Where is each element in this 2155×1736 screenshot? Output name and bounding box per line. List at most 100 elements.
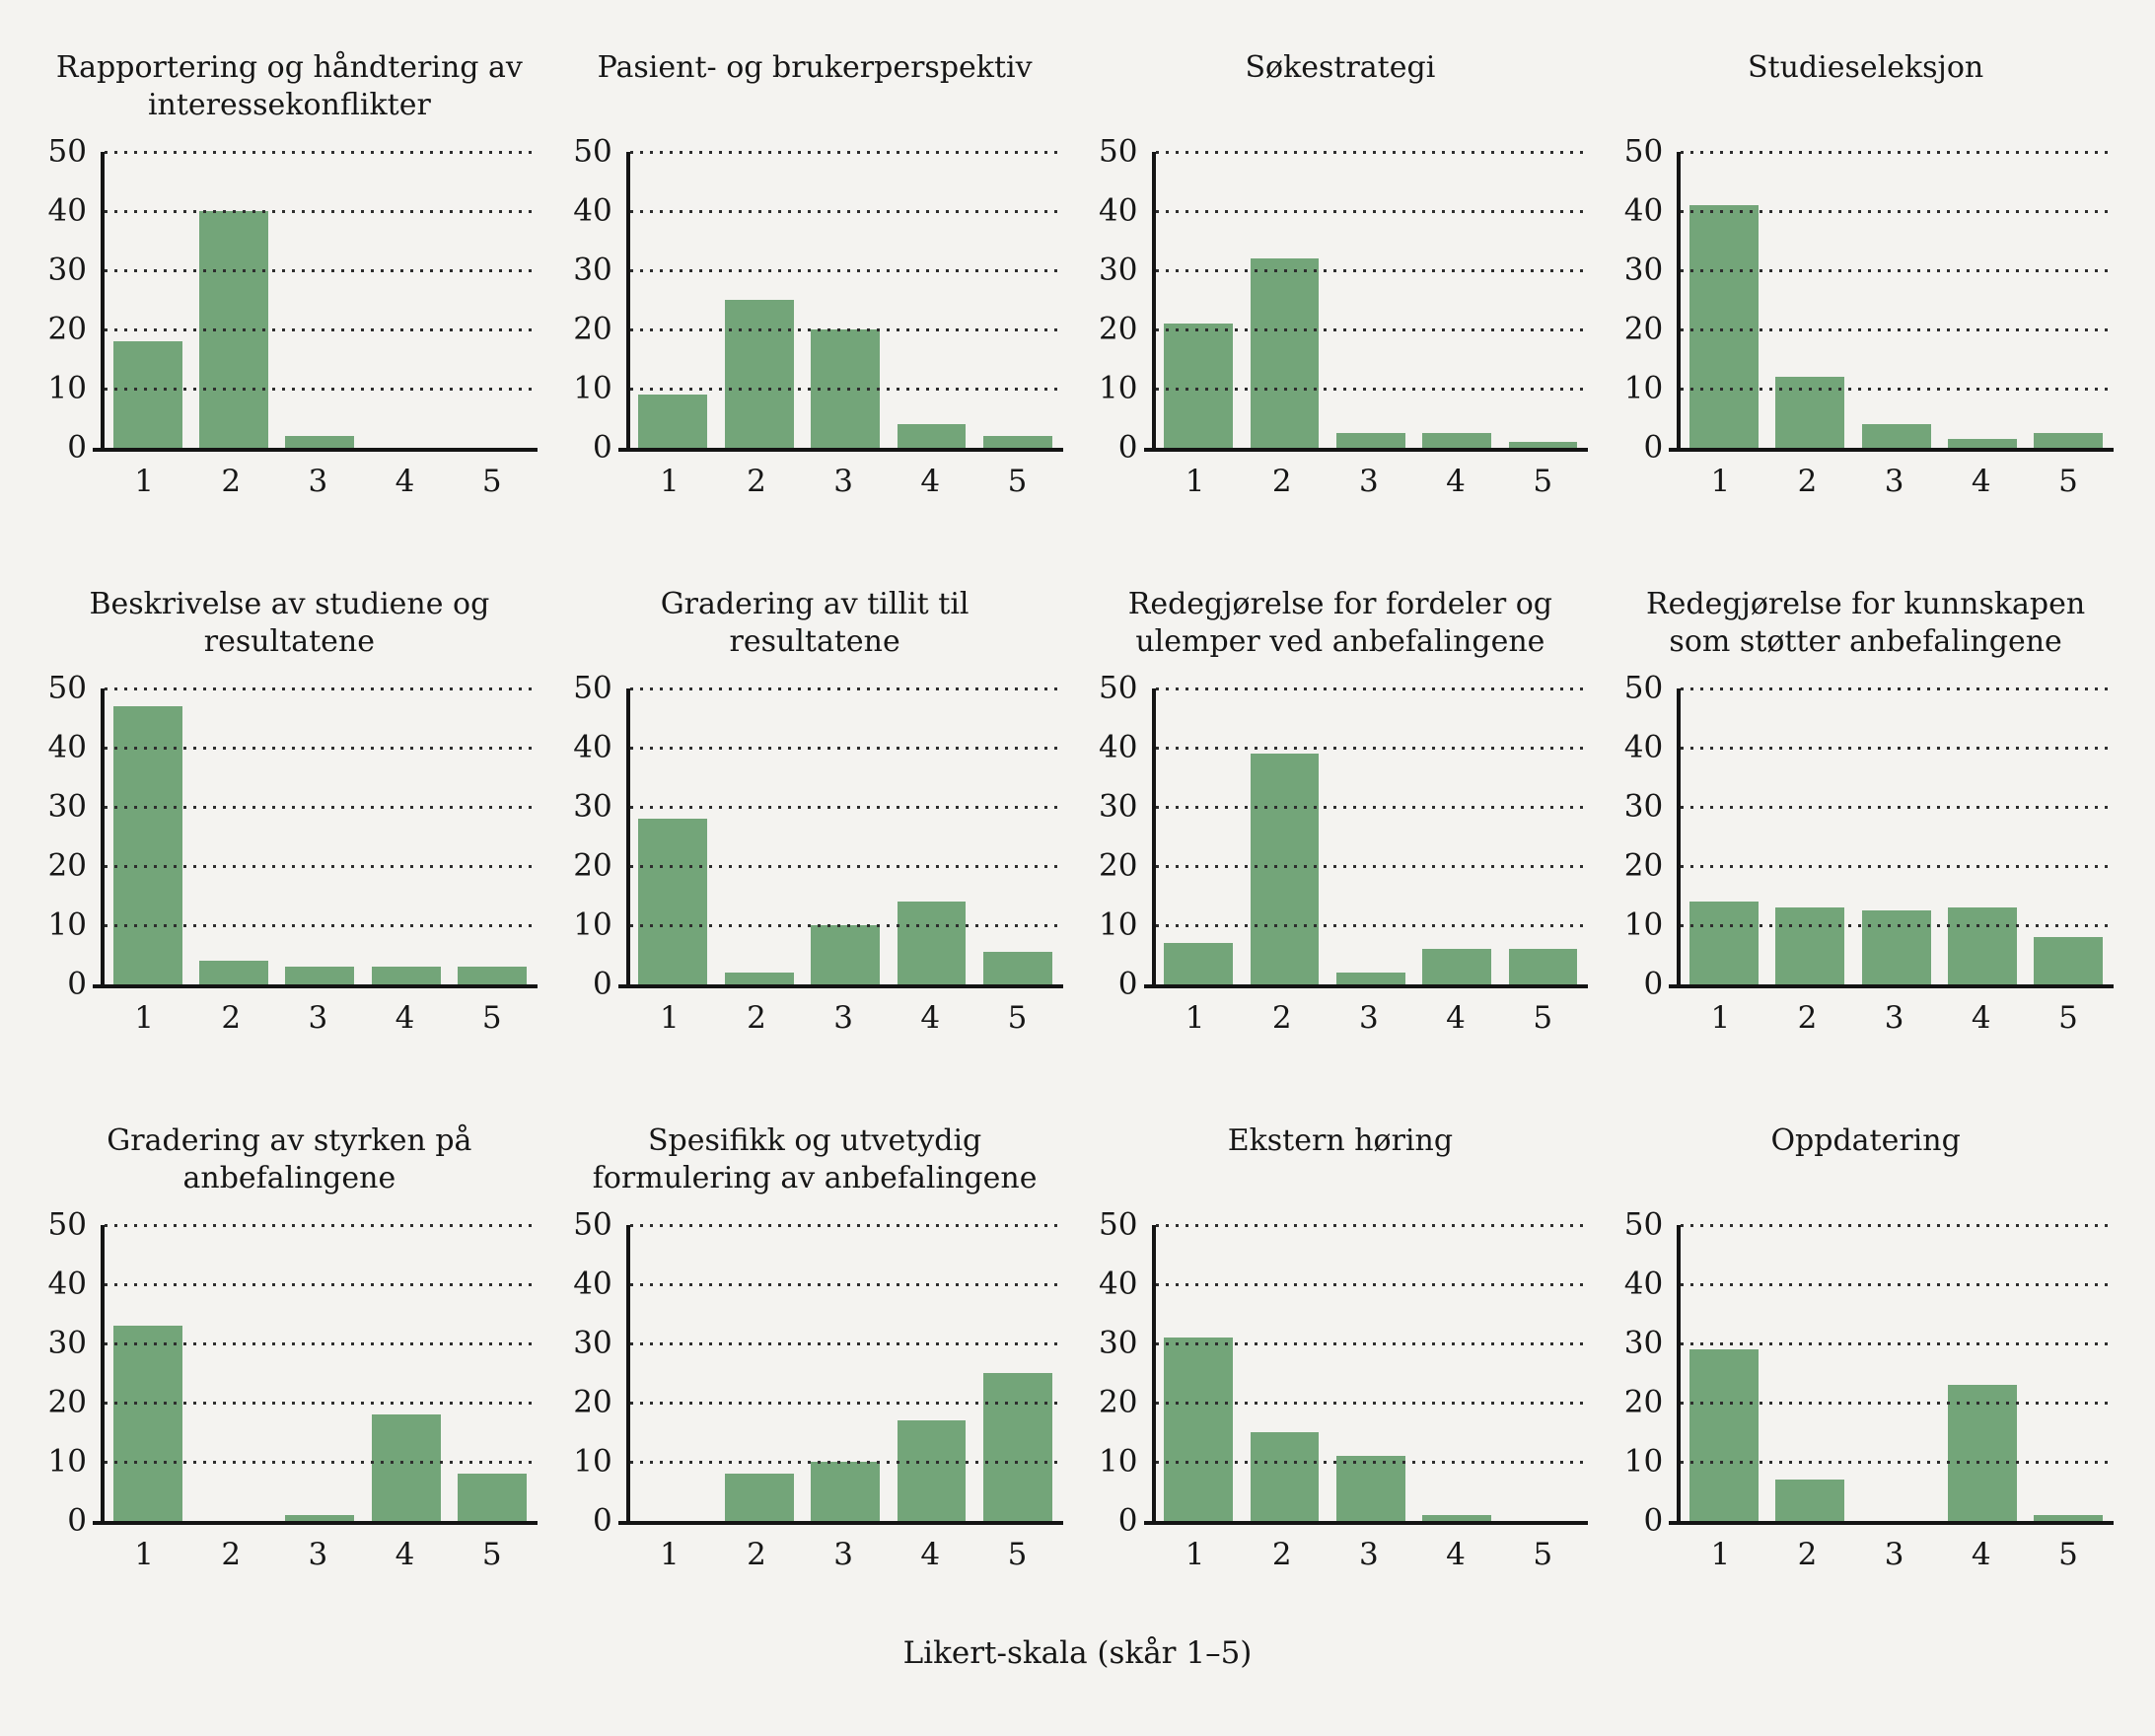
bar-slot — [363, 152, 449, 448]
y-tick-label: 10 — [1099, 370, 1138, 406]
gridline — [629, 687, 1061, 690]
y-axis-labels: 0 10 20 30 40 50 — [43, 673, 101, 999]
bar-slot — [2026, 688, 2112, 984]
y-tick-label: 20 — [1623, 311, 1664, 347]
x-tick-label: 5 — [2058, 1000, 2078, 1036]
x-tick-label: 2 — [1271, 1537, 1292, 1572]
bar — [458, 1474, 527, 1521]
plot-area — [93, 150, 538, 452]
bar-slot — [1242, 1225, 1328, 1521]
gridline — [1681, 805, 2112, 809]
y-tick-label: 50 — [573, 1206, 612, 1243]
x-tick-labels: 1 2 3 4 5 — [1152, 464, 1587, 499]
x-tick-label: 1 — [659, 464, 680, 499]
y-tick-label: 10 — [573, 1443, 612, 1480]
y-tick-label: 30 — [1099, 1325, 1138, 1361]
y-tick-label: 50 — [47, 1206, 87, 1243]
y-tick-label: 20 — [47, 311, 87, 347]
bar-slot — [1767, 1225, 1853, 1521]
bar-slot — [363, 1225, 449, 1521]
x-tick-label: 5 — [1007, 1537, 1028, 1572]
gridline — [105, 1401, 536, 1405]
y-tick-label: 30 — [573, 788, 612, 825]
bar — [982, 1373, 1052, 1521]
gridline — [1155, 923, 1587, 927]
gridline — [629, 1341, 1061, 1345]
bar — [811, 1462, 881, 1521]
bar-slot — [1328, 1225, 1413, 1521]
chart-title-text: Gradering av styrken på anbefalingene — [107, 1123, 472, 1196]
plot-area — [1143, 687, 1589, 988]
x-tick-labels: 1 2 3 4 5 — [626, 1537, 1061, 1572]
plot-area — [1669, 687, 2114, 988]
bar — [458, 967, 527, 984]
bar — [1508, 442, 1578, 448]
x-tick-label: 5 — [1533, 1537, 1553, 1572]
y-tick-label: 30 — [1623, 788, 1664, 825]
chart-area: 0 10 20 30 40 50 — [43, 136, 538, 463]
plot-area — [617, 687, 1063, 988]
gridline — [629, 1401, 1061, 1405]
gridline — [105, 209, 536, 213]
x-axis-line — [1143, 448, 1589, 452]
bar-slot — [277, 1225, 363, 1521]
bars — [105, 152, 536, 448]
x-tick-label: 1 — [659, 1537, 680, 1572]
x-tick-label: 5 — [1007, 1000, 1028, 1036]
y-tick-label: 0 — [593, 429, 612, 466]
y-tick-label: 30 — [1623, 1325, 1664, 1361]
bar — [1948, 1385, 2017, 1521]
gridline — [105, 387, 536, 391]
bar-slot — [277, 152, 363, 448]
chart-title: Gradering av styrken på anbefalingene — [43, 1122, 536, 1225]
gridline — [1681, 387, 2112, 391]
x-tick-label: 2 — [747, 464, 766, 499]
chart-area: 0 10 20 30 40 50 — [43, 1209, 538, 1536]
x-tick-label: 2 — [1797, 1537, 1818, 1572]
y-tick-label: 0 — [593, 1502, 612, 1539]
gridline — [1681, 150, 2112, 154]
y-tick-label: 10 — [1623, 1443, 1664, 1480]
gridline — [629, 864, 1061, 868]
bar — [638, 819, 708, 984]
bar — [1422, 1515, 1492, 1521]
y-axis-labels: 0 10 20 30 40 50 — [43, 136, 101, 463]
y-tick-label: 40 — [1623, 1266, 1664, 1302]
plot-area — [1669, 150, 2114, 452]
y-tick-label: 40 — [1099, 1266, 1138, 1302]
bar — [285, 436, 355, 448]
y-tick-label: 50 — [573, 670, 612, 706]
bar-slot — [105, 1225, 190, 1521]
gridline — [1155, 687, 1587, 690]
bars — [1681, 152, 2112, 448]
x-tick-labels: 1 2 3 4 5 — [626, 1000, 1061, 1036]
y-tick-label: 30 — [1099, 252, 1138, 288]
bar-slot — [630, 1225, 716, 1521]
chart-grid: Rapportering og håndtering av interessek… — [43, 49, 2114, 1572]
x-tick-labels: 1 2 3 4 5 — [626, 464, 1061, 499]
chart-area: 0 10 20 30 40 50 — [1619, 136, 2114, 463]
chart-panel: Studieseleksjon 0 10 20 30 40 50 1 2 3 4 5 — [1619, 49, 2114, 499]
bar — [982, 436, 1052, 448]
bar — [1335, 433, 1405, 448]
bar-slot — [802, 152, 888, 448]
y-tick-label: 30 — [1623, 252, 1664, 288]
chart-title: Redegjørelse for fordeler og ulemper ved… — [1095, 586, 1587, 688]
bar-slot — [1939, 1225, 2025, 1521]
gridline — [1681, 209, 2112, 213]
bar — [2034, 937, 2104, 984]
bar-slot — [1500, 152, 1586, 448]
bars — [1156, 688, 1587, 984]
gridline — [1155, 1223, 1587, 1227]
y-tick-label: 0 — [593, 966, 612, 1002]
x-tick-label: 4 — [395, 1000, 415, 1036]
x-tick-label: 1 — [134, 464, 154, 499]
x-tick-labels: 1 2 3 4 5 — [1677, 464, 2112, 499]
y-axis-labels: 0 10 20 30 40 50 — [569, 1209, 626, 1536]
chart-title-text: Pasient- og brukerperspektiv — [597, 50, 1033, 85]
y-tick-label: 50 — [47, 133, 87, 170]
bar — [112, 341, 182, 448]
bar — [811, 925, 881, 984]
bar-slot — [1500, 1225, 1586, 1521]
x-axis-line — [93, 984, 538, 988]
